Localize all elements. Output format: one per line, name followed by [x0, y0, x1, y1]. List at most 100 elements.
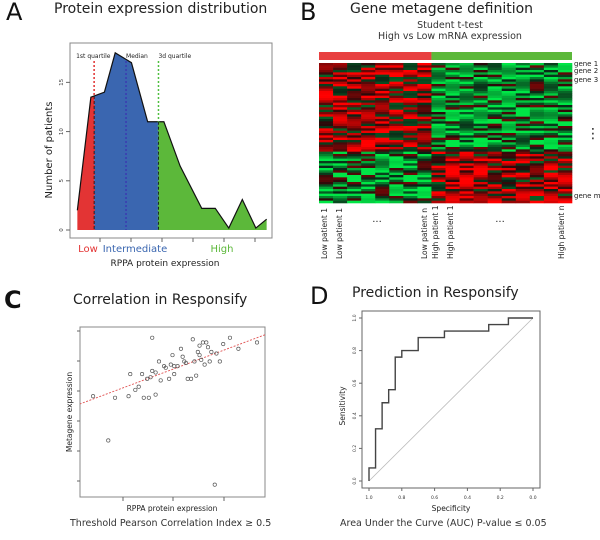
heatmap-cell	[473, 191, 488, 194]
heatmap-cell	[445, 182, 460, 185]
heatmap-cell	[487, 77, 503, 80]
heatmap-cell	[459, 158, 474, 162]
heatmap-cell	[375, 156, 390, 159]
heatmap-cell	[543, 119, 559, 122]
heatmap-cell	[515, 149, 531, 152]
y-tick-label: 0	[59, 228, 65, 232]
heatmap-cell	[361, 128, 376, 131]
heatmap-cell	[543, 107, 559, 110]
heatmap-cell	[487, 84, 503, 87]
heatmap-cell	[361, 156, 376, 159]
heatmap-cell	[473, 114, 488, 117]
heatmap-cell	[487, 140, 503, 143]
scatter-chart: Metagene expression RPPA protein expressi…	[65, 326, 266, 513]
heatmap-cell	[501, 191, 517, 194]
heatmap-cell	[473, 163, 488, 166]
heatmap-cell	[319, 72, 334, 75]
scatter-point	[126, 394, 131, 399]
heatmap-cell	[333, 107, 348, 110]
heatmap-cell	[347, 119, 362, 122]
heatmap-cell	[487, 130, 503, 134]
heatmap-cell	[543, 123, 559, 127]
heatmap-cell	[501, 91, 517, 94]
heatmap-cell	[473, 100, 488, 103]
heatmap-cell	[473, 172, 488, 176]
heatmap-cell	[361, 182, 376, 185]
heatmap-cell	[459, 77, 474, 80]
heatmap-cell	[431, 179, 446, 183]
heatmap-cell	[543, 154, 559, 157]
heatmap-cell	[375, 179, 390, 183]
heatmap-cell	[473, 107, 488, 110]
heatmap-cell	[487, 70, 503, 73]
heatmap-cell	[361, 172, 376, 176]
heatmap-cell	[389, 119, 404, 122]
heatmap-cell	[389, 77, 404, 80]
panel-letter: B	[300, 0, 317, 26]
heatmap-cell	[347, 102, 362, 106]
heatmap-cell	[529, 74, 545, 78]
heatmap-cell	[431, 79, 446, 82]
heatmap-cell	[543, 151, 559, 155]
heatmap-cell	[557, 137, 573, 141]
heatmap-cell	[557, 114, 573, 117]
heatmap-cell	[403, 189, 418, 192]
scatter-point	[112, 395, 118, 400]
heatmap-cell	[473, 86, 488, 89]
heatmap-cell	[417, 79, 432, 82]
heatmap-cell	[361, 144, 376, 148]
heatmap-cell	[403, 102, 418, 106]
heatmap-cell	[361, 186, 376, 190]
heatmap-cell	[459, 63, 474, 66]
heatmap-cell	[501, 163, 517, 166]
heatmap-cell	[543, 163, 559, 166]
heatmap-cell	[347, 133, 362, 136]
heatmap-cell	[557, 91, 573, 94]
heatmap-cell	[515, 91, 531, 94]
heatmap-cell	[361, 81, 376, 85]
heatmap-cell	[347, 79, 362, 82]
heatmap-cell	[529, 182, 545, 185]
heatmap-cell	[431, 123, 446, 127]
heatmap-cell	[501, 158, 517, 162]
heatmap-cell	[529, 163, 545, 166]
heatmap-cell	[501, 86, 517, 89]
heatmap-cell	[515, 177, 531, 180]
heatmap-cell	[389, 142, 404, 145]
heatmap-cell	[515, 112, 531, 115]
heatmap-cell	[375, 79, 390, 82]
heatmap-cell	[403, 135, 418, 138]
heatmap-cell	[375, 133, 390, 136]
heatmap-cell	[487, 63, 503, 66]
heatmap-cell	[431, 72, 446, 75]
heatmap-cell	[403, 184, 418, 187]
heatmap-cell	[487, 95, 503, 99]
heatmap-cell	[333, 91, 348, 94]
heatmap-cell	[347, 63, 362, 66]
heatmap-cell	[445, 196, 460, 199]
heatmap-cell	[417, 107, 432, 110]
heatmap-cell	[389, 170, 404, 173]
heatmap-cell	[487, 156, 503, 159]
heatmap-cell	[389, 175, 404, 178]
heatmap-cell	[347, 172, 362, 176]
heatmap-cell	[557, 130, 573, 134]
heatmap-cell	[473, 98, 488, 101]
heatmap-cell	[557, 133, 573, 136]
heatmap-cell	[403, 172, 418, 176]
heatmap-cell	[319, 102, 334, 106]
heatmap-cell	[459, 200, 474, 204]
heatmap-cell	[333, 151, 348, 155]
heatmap-cell	[403, 81, 418, 85]
heatmap-cell	[417, 70, 432, 73]
heatmap-cell	[333, 165, 348, 169]
heatmap-cell	[529, 98, 545, 101]
heatmap-cell	[389, 123, 404, 127]
heatmap-cell	[487, 72, 503, 75]
heatmap-cell	[361, 126, 376, 129]
heatmap-cell	[417, 179, 432, 183]
heatmap-cell	[375, 182, 390, 185]
heatmap-cell	[319, 158, 334, 162]
heatmap-cell	[501, 100, 517, 103]
x-tick-label: 0.2	[497, 495, 504, 501]
